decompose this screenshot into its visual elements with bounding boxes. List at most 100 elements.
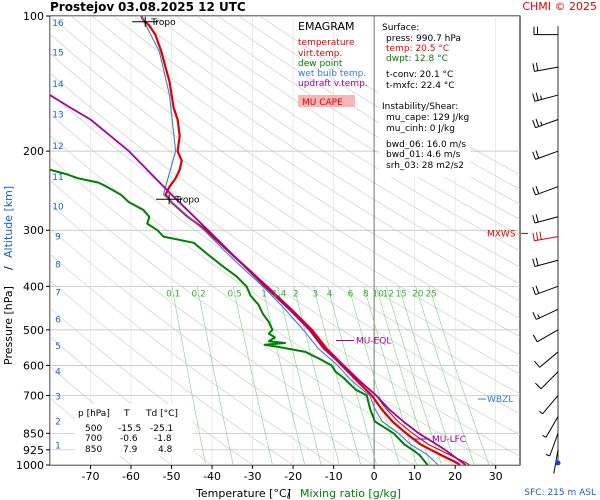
surface-heading: Surface: — [382, 23, 419, 33]
legend-title: EMAGRAM — [298, 20, 355, 33]
x-tick-label: 30 — [489, 470, 503, 483]
mixing-ratio-line — [293, 286, 340, 465]
wind-barb — [534, 94, 559, 102]
mu-cape-label: MU CAPE — [302, 98, 343, 108]
dry-adiabat — [112, 16, 520, 285]
y-axis-label-separator: / — [2, 266, 15, 270]
mixing-ratio-label: 0.2 — [191, 290, 205, 300]
wind-barb-flag — [535, 150, 540, 159]
wind-barb-flag — [532, 187, 536, 196]
mixing-ratio-line — [327, 286, 377, 465]
table-row-2-td: 4.8 — [158, 445, 173, 455]
mixing-ratio-line — [171, 286, 206, 465]
mu-eql-label: MU-EQL — [356, 336, 391, 346]
mu-lfc-label: MU-LFC — [432, 435, 466, 445]
surface-temp: temp: 20.5 °C — [386, 44, 449, 54]
altitude-tick-label: 5 — [55, 342, 61, 352]
x-tick-label: 10 — [408, 470, 422, 483]
wind-barb-flag — [534, 360, 540, 368]
y-axis-label: Pressure [hPa] — [2, 286, 15, 365]
legend-item-virt-temp: virt.temp. — [298, 49, 342, 59]
surface-elevation: SFC: 215 m ASL — [524, 488, 596, 498]
bwd-06-value: bwd_06: 16.0 m/s — [386, 140, 466, 150]
wind-barb-flag — [535, 62, 539, 71]
mixing-ratio-line — [232, 286, 273, 465]
altitude-tick-label: 14 — [52, 80, 64, 90]
wind-barb-flag — [539, 231, 542, 240]
table-row-0-td: -25.1 — [150, 424, 173, 434]
y-axis-label-altitude: Altitude [km] — [2, 186, 15, 258]
altitude-tick-label: 3 — [55, 393, 61, 403]
wind-barb — [549, 433, 559, 457]
sounding-datetime: 03.08.2025 12 UTC — [118, 0, 246, 14]
dry-adiabat — [217, 16, 520, 205]
wind-barb — [553, 449, 559, 474]
mixing-ratio-label: 8 — [363, 290, 369, 300]
wind-barb-half — [540, 95, 543, 100]
mixing-ratio-label: 25 — [425, 290, 436, 300]
mxws-label: MXWS — [487, 229, 516, 239]
x-axis-label: Temperature [°C] — [195, 487, 291, 500]
wind-barb-flag — [532, 119, 536, 128]
table-row-1-td: -1.8 — [154, 434, 172, 444]
wind-barb — [542, 395, 559, 415]
mixing-ratio-label: 15 — [395, 290, 406, 300]
wbzl-label: WBZL — [487, 395, 513, 405]
wind-barb — [535, 186, 559, 196]
x-tick-label: -60 — [122, 470, 140, 483]
wind-barb-flag — [532, 215, 536, 224]
table-header-td: Td [°C] — [145, 409, 178, 419]
wind-barb — [534, 216, 559, 224]
mixing-ratio-label: 20 — [412, 290, 424, 300]
series-dew-point-line — [50, 168, 429, 465]
mu-cape-value: mu_cape: 129 J/kg — [386, 113, 469, 123]
pressure-tick-label: 850 — [23, 427, 44, 440]
pressure-tick-label: 100 — [23, 10, 44, 23]
dry-adiabat — [175, 16, 520, 236]
x-tick-label: -70 — [82, 470, 100, 483]
wind-barb-flag — [532, 334, 538, 343]
mixing-ratio-line — [415, 286, 475, 465]
pressure-tick-label: 500 — [23, 324, 44, 337]
mixing-ratio-label: 4 — [327, 290, 333, 300]
x-axis-label-separator: / — [287, 487, 291, 500]
altitude-tick-label: 16 — [52, 19, 64, 29]
table-row-0-p: 500 — [85, 424, 102, 434]
station-name: Prostejov — [50, 0, 114, 14]
legend-item-updraft: updraft v.temp. — [298, 79, 368, 89]
series-updraft-v-temp-line — [50, 94, 467, 465]
x-tick-label: -10 — [325, 470, 343, 483]
dry-adiabat — [50, 72, 520, 395]
table-header-p: p [hPa] — [78, 409, 110, 419]
wind-barb-half — [542, 434, 547, 438]
altitude-tick-label: 6 — [55, 316, 61, 326]
wind-barb-flag — [532, 232, 535, 241]
pressure-tick-label: 1000 — [16, 459, 44, 472]
mixing-ratio-line — [398, 286, 456, 465]
pressure-tick-label: 700 — [23, 389, 44, 402]
pressure-tick-label: 200 — [23, 145, 44, 158]
altitude-tick-label: 15 — [52, 49, 63, 59]
wind-barb-flag — [535, 257, 539, 266]
altitude-tick-label: 13 — [52, 111, 63, 121]
altitude-tick-label: 7 — [55, 289, 61, 299]
mixing-ratio-label: 6 — [348, 290, 354, 300]
table-row-0-t: -15.5 — [118, 424, 141, 434]
wind-barb-flag — [535, 285, 540, 294]
mu-cinh-value: mu_cinh: 0 J/kg — [386, 124, 455, 134]
dry-adiabat — [70, 16, 520, 319]
mixing-ratio-label: 0.1 — [166, 290, 180, 300]
wind-barb — [540, 371, 559, 390]
wind-surface-dot — [555, 460, 561, 466]
surface-press: press: 990.7 hPa — [386, 34, 461, 44]
wind-barb-flag — [535, 382, 542, 390]
wind-barb-flag — [532, 93, 536, 102]
surface-dwpt: dwpt: 12.8 °C — [386, 54, 448, 64]
pressure-tick-label: 925 — [23, 444, 44, 457]
table-row-2-p: 850 — [85, 445, 102, 455]
legend-item-temperature: temperature — [298, 38, 355, 48]
wind-barb-flag — [535, 232, 539, 241]
wind-barb-half — [540, 121, 543, 126]
wind-barb-flag — [532, 63, 535, 72]
